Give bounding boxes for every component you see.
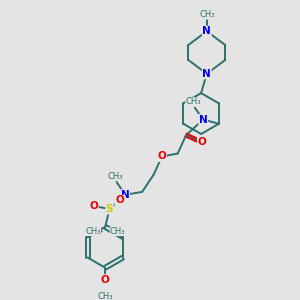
Text: CH₃: CH₃ — [85, 227, 101, 236]
Text: S: S — [106, 204, 113, 214]
Text: O: O — [115, 195, 124, 206]
Text: O: O — [89, 201, 98, 211]
Text: CH₃: CH₃ — [185, 98, 201, 106]
Text: CH₃: CH₃ — [107, 172, 123, 181]
Text: N: N — [202, 69, 211, 79]
Text: O: O — [158, 152, 167, 161]
Text: CH₃: CH₃ — [199, 10, 214, 19]
Text: N: N — [121, 190, 130, 200]
Text: O: O — [197, 137, 206, 147]
Text: N: N — [199, 115, 208, 124]
Text: CH₃: CH₃ — [98, 292, 113, 300]
Text: CH₃: CH₃ — [110, 227, 125, 236]
Text: N: N — [202, 26, 211, 36]
Text: O: O — [101, 275, 110, 285]
